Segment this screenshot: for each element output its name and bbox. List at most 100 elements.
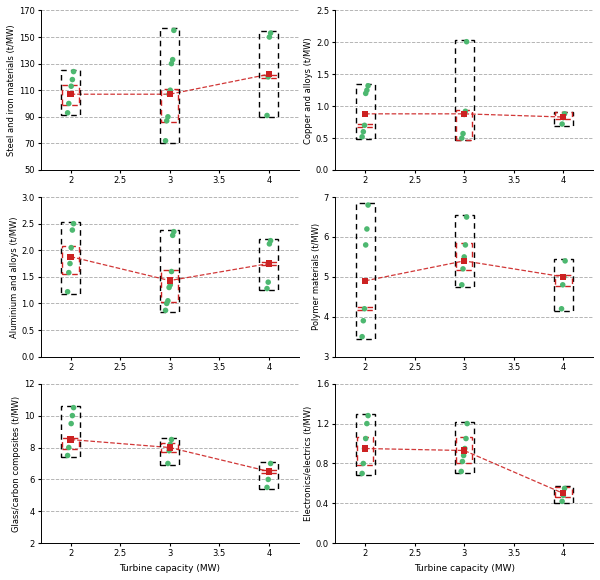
Point [265, 32, 274, 42]
Bar [357, 307, 373, 310]
Point [265, 467, 274, 476]
Point [363, 411, 373, 420]
Point [166, 86, 175, 95]
Point [262, 284, 272, 293]
Point [360, 444, 370, 453]
Y-axis label: Electronics/electrics (t/MW): Electronics/electrics (t/MW) [304, 406, 313, 521]
Point [359, 316, 368, 325]
Point [65, 259, 75, 268]
Point [558, 280, 568, 289]
Point [162, 299, 172, 308]
Point [266, 459, 275, 468]
Point [168, 231, 178, 240]
Point [166, 280, 175, 289]
Point [68, 411, 77, 420]
Point [264, 467, 274, 476]
Y-axis label: Copper and alloys (t/MW): Copper and alloys (t/MW) [304, 37, 313, 144]
Point [161, 136, 170, 146]
Bar [161, 89, 178, 122]
Point [461, 434, 471, 443]
Point [63, 287, 73, 296]
Bar [61, 222, 80, 293]
Point [460, 444, 470, 453]
Point [67, 82, 76, 91]
Point [163, 296, 173, 306]
Point [165, 89, 175, 99]
Y-axis label: Aluminium and alloys (t/MW): Aluminium and alloys (t/MW) [10, 216, 19, 338]
Bar [62, 246, 79, 274]
Point [361, 434, 370, 443]
Y-axis label: Glass/carbon composites (t/MW): Glass/carbon composites (t/MW) [13, 396, 22, 531]
Point [64, 99, 74, 108]
Point [361, 89, 370, 98]
Point [65, 435, 75, 444]
Point [363, 81, 373, 90]
Bar [259, 31, 278, 117]
Point [359, 127, 368, 136]
Point [165, 443, 175, 452]
Bar [259, 239, 278, 291]
Point [163, 459, 173, 468]
Bar [456, 437, 472, 463]
Point [69, 219, 79, 229]
Point [164, 89, 174, 99]
Point [64, 268, 74, 277]
Point [168, 55, 178, 64]
Point [264, 70, 274, 79]
Point [462, 212, 472, 222]
Point [362, 419, 371, 428]
Bar [260, 470, 277, 473]
Point [167, 267, 176, 276]
Point [64, 443, 74, 452]
Point [66, 252, 76, 261]
Bar [259, 462, 278, 490]
Bar [62, 438, 79, 449]
Point [262, 483, 272, 492]
Point [559, 272, 568, 281]
Point [358, 332, 367, 341]
Point [462, 37, 472, 46]
Bar [554, 112, 573, 126]
Point [460, 252, 469, 262]
Point [458, 129, 468, 138]
Point [560, 484, 569, 493]
Point [360, 121, 370, 130]
Bar [357, 437, 373, 465]
Point [161, 306, 170, 315]
Point [362, 224, 371, 234]
Point [263, 277, 273, 287]
Point [167, 59, 176, 68]
X-axis label: Turbine capacity (MW): Turbine capacity (MW) [414, 564, 515, 573]
Bar [456, 110, 472, 140]
Point [63, 108, 73, 118]
Point [69, 403, 79, 412]
Bar [554, 259, 573, 311]
Bar [161, 270, 178, 302]
Bar [357, 124, 373, 127]
Point [68, 226, 77, 235]
Bar [555, 487, 572, 497]
Bar [260, 262, 277, 265]
Point [361, 444, 370, 453]
Point [557, 119, 567, 129]
Point [359, 459, 368, 468]
Point [263, 72, 273, 82]
Point [263, 475, 273, 484]
Point [66, 435, 76, 444]
Point [460, 256, 469, 266]
Point [264, 259, 274, 268]
Point [65, 89, 75, 99]
Point [461, 240, 470, 249]
Point [559, 113, 568, 122]
Bar [61, 406, 80, 458]
Point [560, 256, 570, 266]
Point [460, 109, 469, 118]
Point [63, 451, 73, 460]
Point [559, 113, 568, 122]
Bar [61, 70, 80, 115]
Bar [555, 276, 572, 287]
Point [363, 201, 373, 210]
Point [266, 236, 275, 245]
Point [358, 132, 367, 142]
Bar [62, 85, 79, 105]
